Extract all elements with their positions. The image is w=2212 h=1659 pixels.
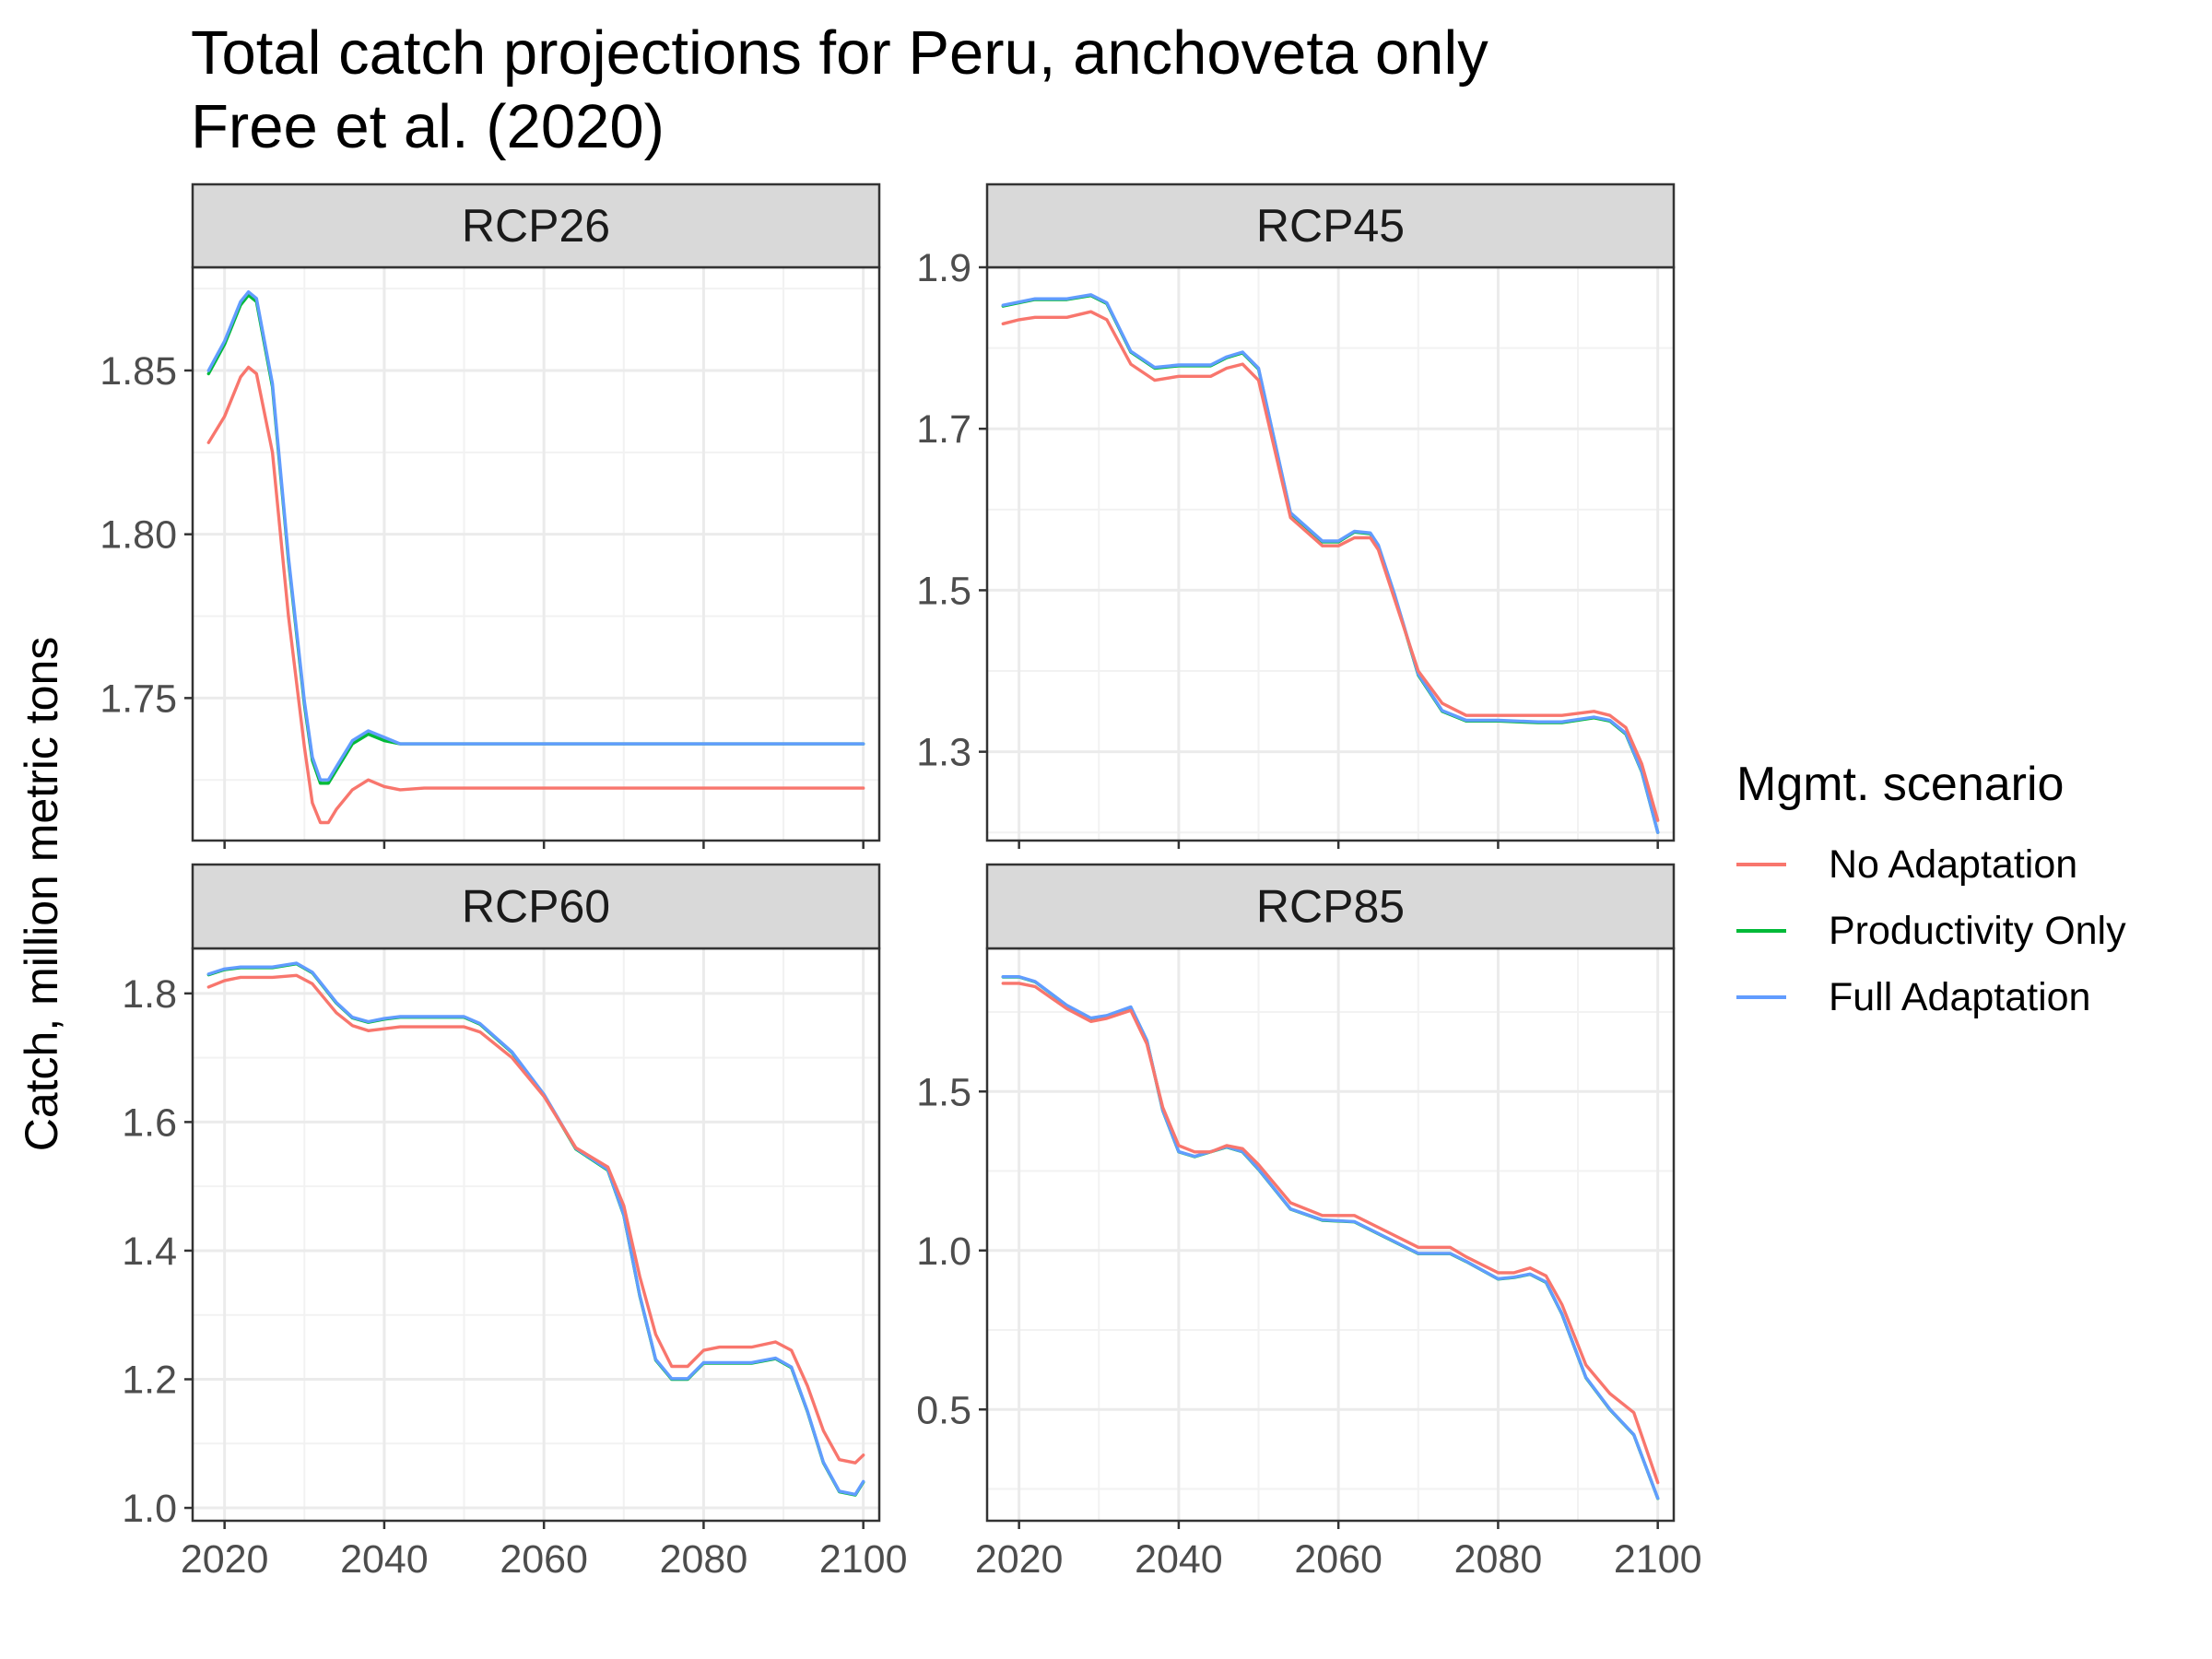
x-tick-label: 2100 bbox=[819, 1537, 908, 1582]
series-line-full-adaptation bbox=[1001, 975, 1660, 1500]
series-line-full-adaptation bbox=[206, 290, 865, 782]
legend-item-productivity-only: Productivity Only bbox=[1736, 898, 2126, 964]
x-tick-label: 2040 bbox=[340, 1537, 429, 1582]
x-tick-label: 2080 bbox=[1454, 1537, 1543, 1582]
series-line-no-adaptation bbox=[1001, 310, 1660, 822]
series-line-no-adaptation bbox=[1001, 982, 1660, 1485]
legend-label-no-adaptation: No Adaptation bbox=[1829, 841, 2078, 887]
legend-key-no-adaptation bbox=[1736, 863, 1786, 866]
x-tick-label: 2080 bbox=[660, 1537, 748, 1582]
y-tick-label: 1.6 bbox=[122, 1100, 177, 1145]
strip-background bbox=[985, 863, 1676, 950]
y-axis-title: Catch, million metric tons bbox=[16, 637, 67, 1152]
y-tick-label: 0.5 bbox=[916, 1388, 971, 1432]
strip-background bbox=[191, 182, 881, 269]
x-tick-label: 2020 bbox=[975, 1537, 1064, 1582]
y-tick-label: 1.5 bbox=[916, 569, 971, 613]
y-tick-label: 1.0 bbox=[916, 1230, 971, 1274]
y-tick-label: 1.4 bbox=[122, 1230, 177, 1274]
y-tick-label: 1.2 bbox=[122, 1358, 177, 1402]
panel-background bbox=[193, 267, 879, 841]
x-tick-label: 2020 bbox=[181, 1537, 269, 1582]
chart-subtitle: Free et al. (2020) bbox=[191, 92, 665, 161]
strip-label-rcp85: RCP85 bbox=[1256, 881, 1405, 933]
panel-rcp45: RCP45 1.3 1.5 1.7 1.9 bbox=[916, 182, 1676, 849]
legend-item-no-adaptation: No Adaptation bbox=[1736, 831, 2126, 898]
chart-title: Total catch projections for Peru, anchov… bbox=[191, 17, 1488, 164]
panel-background bbox=[987, 948, 1674, 1521]
strip-background bbox=[985, 182, 1676, 269]
legend-key-full-adaptation bbox=[1736, 995, 1786, 999]
x-tick-label: 2040 bbox=[1135, 1537, 1223, 1582]
y-tick-label: 1.9 bbox=[916, 246, 971, 290]
y-tick-label: 1.3 bbox=[916, 731, 971, 775]
legend-label-productivity-only: Productivity Only bbox=[1829, 908, 2126, 953]
y-tick-label: 1.5 bbox=[916, 1070, 971, 1114]
legend-label-full-adaptation: Full Adaptation bbox=[1829, 974, 2091, 1019]
strip-label-rcp60: RCP60 bbox=[462, 881, 610, 933]
series-line-no-adaptation bbox=[206, 365, 865, 825]
y-tick-label: 1.85 bbox=[100, 349, 177, 394]
series-line-no-adaptation bbox=[206, 973, 865, 1465]
strip-label-rcp26: RCP26 bbox=[462, 200, 610, 252]
panel-background bbox=[987, 267, 1674, 841]
legend-title: Mgmt. scenario bbox=[1736, 758, 2065, 811]
chart-title-line1: Total catch projections for Peru, anchov… bbox=[191, 18, 1488, 88]
x-tick-label: 2060 bbox=[1294, 1537, 1382, 1582]
x-tick-label: 2100 bbox=[1614, 1537, 1702, 1582]
legend-item-full-adaptation: Full Adaptation bbox=[1736, 964, 2126, 1030]
panel-rcp26: RCP26 1.75 1.80 1.85 bbox=[100, 182, 881, 849]
panel-rcp85: RCP85 0.5 1.0 1.5 2020 2040 2060 2080 2100 bbox=[916, 863, 1702, 1582]
strip-background bbox=[191, 863, 881, 950]
y-tick-label: 1.7 bbox=[916, 407, 971, 452]
y-tick-label: 1.75 bbox=[100, 677, 177, 721]
panel-background bbox=[193, 948, 879, 1521]
strip-label-rcp45: RCP45 bbox=[1256, 200, 1405, 252]
x-tick-label: 2060 bbox=[500, 1537, 588, 1582]
legend: Mgmt. scenario No Adaptation Productivit… bbox=[1736, 756, 2126, 1030]
y-tick-label: 1.0 bbox=[122, 1487, 177, 1531]
legend-key-productivity-only bbox=[1736, 929, 1786, 933]
series-line-full-adaptation bbox=[1001, 293, 1660, 834]
y-tick-label: 1.8 bbox=[122, 972, 177, 1017]
panel-rcp60: RCP60 1.0 1.2 1.4 1.6 1.8 2020 2040 2060 2080 2100 bbox=[122, 863, 908, 1582]
y-tick-label: 1.80 bbox=[100, 513, 177, 558]
